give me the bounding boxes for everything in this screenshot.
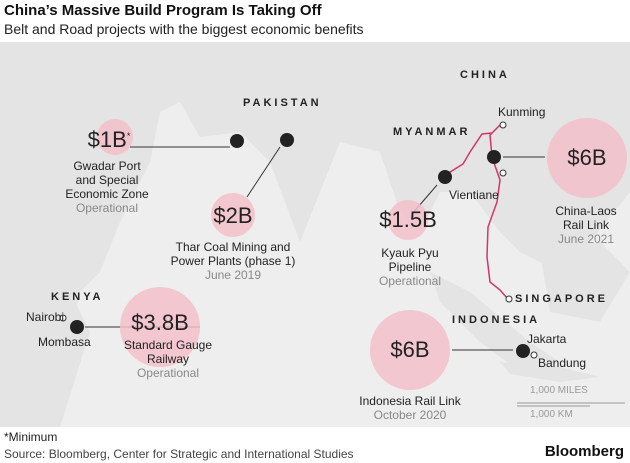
city-bandung: Bandung	[538, 356, 587, 370]
bubble-sgr	[120, 287, 200, 367]
city-kunming: Kunming	[498, 105, 546, 119]
amount-thar: $2B	[213, 203, 253, 228]
amount-sgr: $3.8B	[131, 310, 189, 335]
source: Source: Bloomberg, Center for Strategic …	[4, 447, 354, 461]
country-china: CHINA	[460, 69, 510, 81]
label-gwadar: Gwadar Port and Special Economic Zone Opera…	[65, 159, 149, 215]
map: $1B* $2B $3.8B $1.5B $6B $6B Gwadar Port…	[0, 42, 630, 427]
bubble-thar	[211, 193, 255, 237]
train-icon	[70, 320, 84, 334]
train-icon	[487, 150, 501, 164]
chart-subtitle: Belt and Road projects with the biggest …	[4, 21, 364, 37]
factory-icon	[280, 133, 294, 147]
singapore-dot	[505, 295, 513, 303]
land-java	[500, 362, 600, 382]
oil-drop-icon	[438, 170, 452, 184]
vientiane-dot	[499, 169, 507, 177]
arrow-thar	[246, 146, 281, 198]
country-singapore: SINGAPORE	[515, 293, 609, 305]
nairobi-dot	[59, 314, 67, 322]
country-kenya: KENYA	[51, 291, 104, 303]
country-indonesia: INDONESIA	[452, 314, 541, 326]
label-sgr: Standard Gauge Railway Operational	[123, 338, 213, 380]
city-jakarta: Jakarta	[527, 332, 567, 346]
land-asia	[0, 42, 630, 427]
amount-indonesia: $6B	[390, 337, 430, 362]
city-mombasa: Mombasa	[38, 335, 91, 349]
bubble-kyaukpyu	[388, 200, 428, 240]
port-icon	[230, 134, 244, 148]
scale-km: 1,000 KM	[530, 409, 573, 420]
label-indonesia: Indonesia Rail Link October 2020	[359, 394, 461, 422]
amount-china-laos: $6B	[567, 145, 607, 170]
country-pakistan: PAKISTAN	[243, 97, 322, 109]
kunming-dot	[499, 121, 507, 129]
country-myanmar: MYANMAR	[393, 126, 471, 138]
bubble-china-laos	[547, 118, 627, 198]
amount-kyaukpyu: $1.5B	[379, 207, 437, 232]
bubble-indonesia	[370, 310, 450, 390]
bubble-gwadar	[97, 119, 133, 155]
land-africa	[0, 242, 90, 427]
land-borneo	[540, 242, 630, 322]
footnote: *Minimum	[4, 430, 58, 444]
label-china-laos: China-Laos Rail Link June 2021	[555, 204, 617, 246]
bloomberg-logo: Bloomberg	[544, 443, 624, 460]
rail-line	[486, 122, 508, 299]
amount-gwadar: $1B*	[87, 127, 131, 153]
train-icon	[516, 344, 530, 358]
city-vientiane: Vientiane	[449, 188, 499, 202]
chart-title: China’s Massive Build Program Is Taking …	[4, 2, 322, 19]
label-kyaukpyu: Kyauk Pyu Pipeline Operational	[378, 246, 442, 288]
scale-miles: 1,000 MILES	[530, 385, 588, 396]
bandung-dot	[530, 351, 538, 359]
city-nairobi: Nairobi	[26, 310, 65, 324]
label-thar: Thar Coal Mining and Power Plants (phase …	[170, 240, 296, 282]
